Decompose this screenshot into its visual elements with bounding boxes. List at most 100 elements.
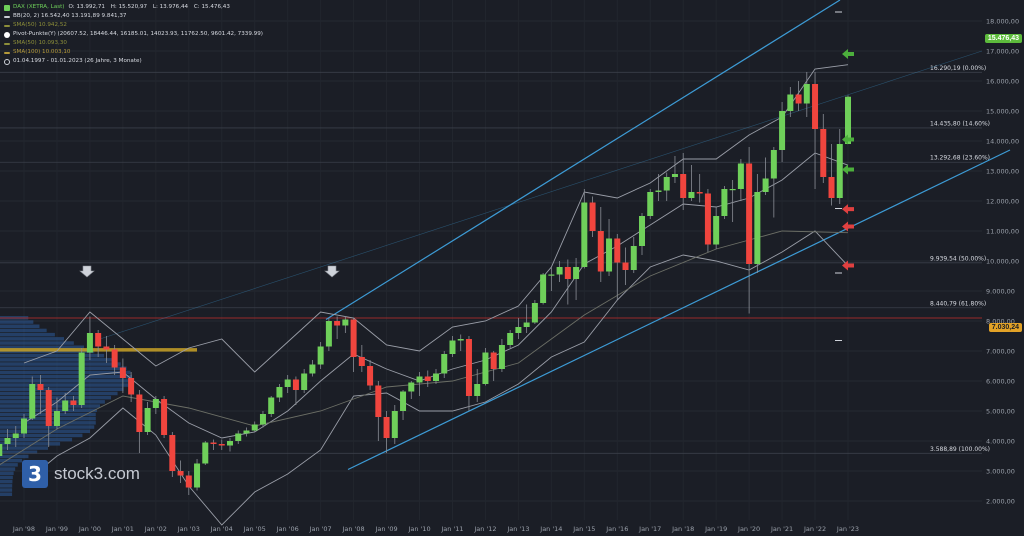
candle-up <box>433 373 439 381</box>
legend-period-row[interactable]: 01.04.1997 - 01.01.2023 (26 Jahre, 3 Mon… <box>4 57 263 66</box>
candle-up <box>548 274 555 276</box>
x-tick-label: Jan '03 <box>177 525 200 533</box>
candle-up <box>688 192 695 198</box>
candle-up <box>457 339 464 341</box>
candle-up <box>449 340 456 354</box>
bollinger-bands <box>0 64 849 526</box>
volume-bar <box>0 437 73 442</box>
candle-up <box>713 216 720 245</box>
candle-up <box>754 192 761 264</box>
candle-up <box>515 327 522 333</box>
candle-down <box>820 129 827 177</box>
support-arrow-icon <box>842 221 854 232</box>
legend-sma-row[interactable]: SMA(50) 10.942,52 <box>4 21 263 30</box>
candle-down <box>37 384 44 390</box>
candle-down <box>597 231 604 272</box>
instrument-name[interactable]: DAX (XETRA, Last) <box>13 4 65 10</box>
candle-up <box>540 274 547 303</box>
candle-up <box>152 399 159 408</box>
high-value: H: 15.520,97 <box>110 4 148 10</box>
candle-up <box>259 414 266 425</box>
down-arrow-icon <box>79 265 95 278</box>
x-tick-label: Jan '02 <box>144 525 167 533</box>
x-tick-label: Jan '12 <box>473 525 496 533</box>
candle-down <box>210 442 217 444</box>
legend-bb-row[interactable]: BB(20, 2) 16.542,40 13.191,89 9.841,37 <box>4 12 263 21</box>
candle-down <box>358 357 365 366</box>
y-tick-label: 15.000,00 <box>986 108 1019 116</box>
pivot-label: Pivot-Punkte(Y) (20607.52, 18446.44, 161… <box>13 31 263 37</box>
legend-sma-c-row[interactable]: SMA(100) 10.003,10 <box>4 48 263 57</box>
channel-mid-line <box>99 50 983 340</box>
y-tick-label: 14.000,00 <box>986 138 1019 146</box>
support-arrow-icon <box>842 204 854 215</box>
candle-up <box>53 411 60 426</box>
volume-bar <box>0 345 85 349</box>
y-tick-label: 9.000,00 <box>986 288 1015 296</box>
level-price-tag: 7.030,24 <box>988 323 1022 332</box>
candle-up <box>787 94 794 111</box>
fib-label: 9.939,54 (50.00%) <box>930 255 986 262</box>
candle-down <box>367 366 374 386</box>
volume-bar <box>0 467 16 471</box>
volume-bar <box>0 463 18 467</box>
candle-up <box>498 345 505 369</box>
instrument-icon <box>4 4 10 11</box>
x-tick-label: Jan '17 <box>638 525 661 533</box>
volume-bar <box>0 471 14 475</box>
x-tick-label: Jan '01 <box>111 525 134 533</box>
x-tick-label: Jan '05 <box>243 525 266 533</box>
candle-down <box>136 394 143 432</box>
volume-bar <box>0 492 13 496</box>
candle-down <box>704 193 711 245</box>
volume-bar <box>0 458 23 463</box>
volume-bar <box>0 374 133 379</box>
candle-down <box>111 349 118 368</box>
bb-lower-line <box>23 230 849 526</box>
candle-up <box>268 397 275 414</box>
y-axis: 18.000,00 17.000,00 16.000,00 15.000,00 14.0… <box>986 18 1019 506</box>
candle-down <box>185 475 192 488</box>
logo-text: stock3.com <box>54 464 140 483</box>
y-tick-label: 10.000,00 <box>986 258 1019 266</box>
volume-bar <box>0 450 38 454</box>
x-tick-label: Jan '20 <box>737 525 760 533</box>
volume-bar <box>0 337 65 341</box>
legend-instrument-row: DAX (XETRA, Last) O: 13.992,71 H: 15.520… <box>4 3 263 12</box>
fib-label: 8.440,79 (61.80%) <box>930 300 986 307</box>
y-tick-label: 17.000,00 <box>986 48 1019 56</box>
volume-bar <box>0 379 132 383</box>
candle-up <box>630 246 637 270</box>
sma-c-label: SMA(100) 10.003,10 <box>13 49 71 55</box>
candle-down <box>589 202 596 231</box>
legend-sma-b-row[interactable]: SMA(50) 10.093,30 <box>4 39 263 48</box>
candle-up <box>227 441 233 446</box>
candle-up <box>729 189 736 191</box>
candles <box>0 72 851 495</box>
x-tick-label: Jan '11 <box>440 525 463 533</box>
candle-up <box>474 384 481 396</box>
candle-up <box>0 444 3 456</box>
line-icon <box>4 24 10 27</box>
candle-up <box>639 216 645 246</box>
signal-markers <box>79 11 854 341</box>
fib-label: 13.292,68 (23.60%) <box>930 155 990 162</box>
x-tick-label: Jan '00 <box>78 525 101 533</box>
support-arrow-icon <box>842 260 854 271</box>
candle-down <box>95 333 102 347</box>
fib-label: 3.588,89 (100.00%) <box>930 446 990 453</box>
legend-pivot-row[interactable]: Pivot-Punkte(Y) (20607.52, 18446.44, 161… <box>4 30 263 39</box>
volume-bar <box>0 383 129 387</box>
x-tick-label: Jan '08 <box>342 525 365 533</box>
candle-down <box>103 346 110 350</box>
candle-up <box>606 238 613 272</box>
candle-down <box>490 352 497 369</box>
candle-up <box>317 346 324 365</box>
y-tick-label: 4.000,00 <box>986 438 1015 446</box>
candle-up <box>62 400 69 411</box>
y-tick-label: 5.000,00 <box>986 408 1015 416</box>
candle-down <box>564 267 571 279</box>
volume-bar <box>0 479 13 484</box>
